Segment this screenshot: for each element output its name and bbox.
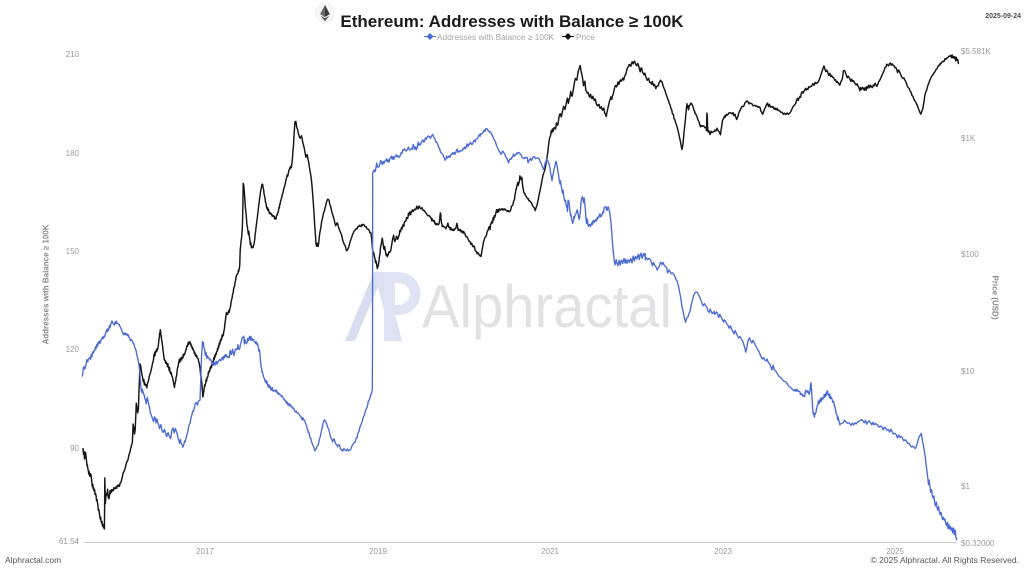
svg-text:Alphractal: Alphractal	[422, 273, 672, 340]
